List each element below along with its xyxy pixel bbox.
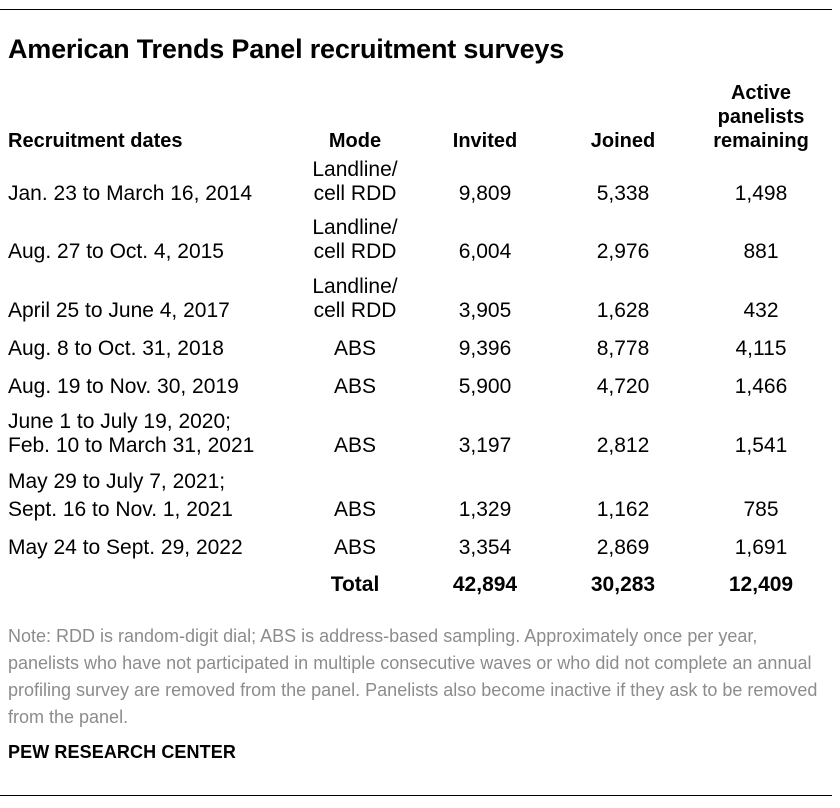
row-2-joined: 2,976 — [596, 240, 650, 263]
row-5-dates: Aug. 19 to Nov. 30, 2019 — [8, 375, 239, 398]
header-mode: Mode — [328, 130, 382, 152]
row-2-invited: 6,004 — [458, 240, 512, 263]
row-7-joined: 1,162 — [596, 498, 650, 521]
row-5-mode: ABS — [333, 375, 377, 398]
row-3-dates: April 25 to June 4, 2017 — [8, 299, 230, 322]
row-7-active: 785 — [743, 498, 779, 521]
row-1-joined: 5,338 — [596, 182, 650, 205]
header-panelists: panelists — [717, 106, 805, 128]
row-4-active: 4,115 — [735, 337, 787, 360]
row-2-mode-line2: cell RDD — [313, 240, 397, 263]
row-6-invited: 3,197 — [458, 434, 512, 457]
row-2-dates: Aug. 27 to Oct. 4, 2015 — [8, 240, 224, 263]
row-7-dates-line1: May 29 to July 7, 2021; — [8, 470, 226, 493]
row-3-invited: 3,905 — [458, 299, 512, 322]
total-label: Total — [330, 573, 380, 596]
row-4-dates: Aug. 8 to Oct. 31, 2018 — [8, 337, 224, 360]
row-8-active: 1,691 — [734, 536, 788, 559]
row-6-joined: 2,812 — [596, 434, 650, 457]
row-8-invited: 3,354 — [458, 536, 512, 559]
row-2-active: 881 — [743, 240, 779, 263]
header-active: Active — [730, 82, 792, 104]
row-5-active: 1,466 — [734, 375, 788, 398]
row-8-mode: ABS — [333, 536, 377, 559]
bottom-rule — [0, 795, 832, 796]
total-invited: 42,894 — [452, 573, 518, 596]
source-credit: PEW RESEARCH CENTER — [8, 742, 236, 762]
row-8-dates: May 24 to Sept. 29, 2022 — [8, 536, 243, 559]
row-6-dates-line1: June 1 to July 19, 2020; — [8, 410, 231, 433]
row-6-mode: ABS — [333, 434, 377, 457]
row-3-joined: 1,628 — [596, 299, 650, 322]
top-rule — [0, 9, 832, 10]
total-active: 12,409 — [728, 573, 794, 596]
row-3-mode-line2: cell RDD — [313, 299, 397, 322]
row-6-dates-line2: Feb. 10 to March 31, 2021 — [8, 434, 255, 457]
row-1-mode-line2: cell RDD — [313, 182, 397, 205]
row-4-joined: 8,778 — [596, 337, 650, 360]
row-1-active: 1,498 — [734, 182, 788, 205]
row-6-active: 1,541 — [734, 434, 788, 457]
row-5-joined: 4,720 — [596, 375, 650, 398]
row-4-invited: 9,396 — [458, 337, 512, 360]
row-1-mode-line1: Landline/ — [312, 158, 398, 181]
header-recruitment-dates: Recruitment dates — [8, 130, 183, 152]
row-5-invited: 5,900 — [458, 375, 512, 398]
row-7-mode: ABS — [333, 498, 377, 521]
row-8-joined: 2,869 — [596, 536, 650, 559]
row-7-invited: 1,329 — [458, 498, 512, 521]
chart-title: American Trends Panel recruitment survey… — [8, 34, 565, 64]
header-remaining: remaining — [713, 130, 809, 152]
row-7-dates-line2: Sept. 16 to Nov. 1, 2021 — [8, 498, 233, 521]
total-joined: 30,283 — [590, 573, 656, 596]
header-invited: Invited — [452, 130, 518, 152]
row-1-dates: Jan. 23 to March 16, 2014 — [8, 182, 252, 205]
row-3-mode-line1: Landline/ — [312, 275, 398, 298]
footnote: Note: RDD is random-digit dial; ABS is a… — [8, 626, 818, 727]
row-3-active: 432 — [743, 299, 779, 322]
row-1-invited: 9,809 — [458, 182, 512, 205]
row-4-mode: ABS — [333, 337, 377, 360]
header-joined: Joined — [590, 130, 656, 152]
row-2-mode-line1: Landline/ — [312, 216, 398, 239]
